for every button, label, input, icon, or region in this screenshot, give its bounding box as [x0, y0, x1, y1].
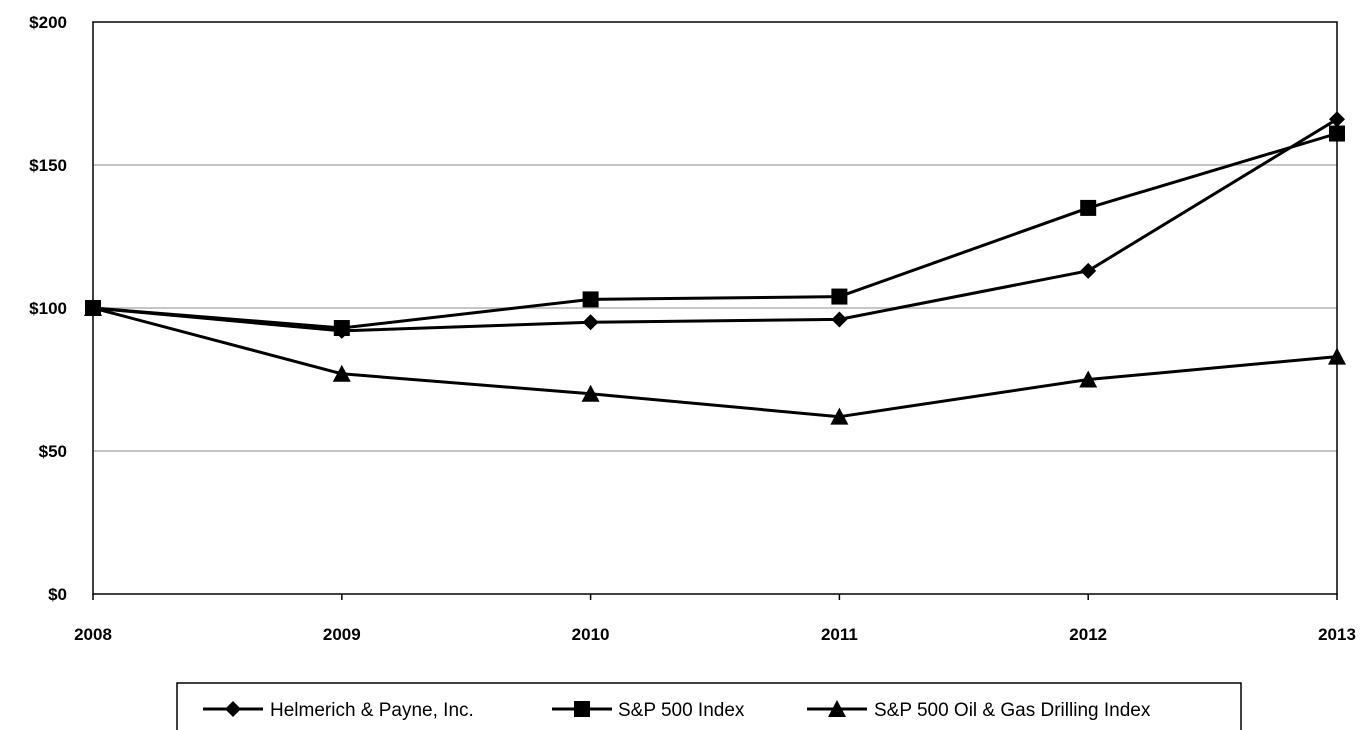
x-axis-tick-labels: 2008 2009 2010 2011 2012 2013: [74, 594, 1356, 644]
series-line-square: [92, 132, 1338, 330]
legend-label-oilgas: S&P 500 Oil & Gas Drilling Index: [874, 700, 1151, 721]
y-tick-label: $200: [29, 13, 67, 32]
data-point-diamond-2012: [1080, 262, 1097, 279]
y-tick-label: $0: [48, 585, 67, 604]
x-tick-label: 2010: [572, 625, 610, 644]
y-axis-tick-labels: $0 $50 $100 $150 $200: [29, 13, 67, 604]
legend-box: [176, 682, 1242, 730]
data-point-triangle-2011: [830, 407, 849, 425]
legend-item-sp500: S&P 500 Index: [552, 700, 745, 721]
x-tick-label: 2013: [1318, 625, 1356, 644]
legend: Helmerich & Payne, Inc. S&P 500 Index S&…: [176, 682, 1242, 730]
legend-label-helmerich: Helmerich & Payne, Inc.: [270, 700, 474, 721]
data-point-square-2010: [582, 291, 599, 308]
data-point-triangle-2012: [1079, 370, 1098, 388]
y-tick-label: $150: [29, 156, 67, 175]
data-point-triangle-2009: [332, 364, 351, 382]
square-marker-icon: [574, 701, 590, 717]
data-point-diamond-2010: [582, 314, 599, 331]
gridlines: [93, 164, 1337, 452]
data-point-triangle-2010: [581, 384, 600, 402]
diamond-marker-icon: [225, 701, 241, 717]
series-group: [84, 111, 1346, 425]
legend-item-oilgas: S&P 500 Oil & Gas Drilling Index: [807, 700, 1151, 721]
data-point-triangle-2008: [84, 299, 102, 316]
legend-item-helmerich: Helmerich & Payne, Inc.: [203, 700, 474, 721]
data-point-square-2012: [1080, 199, 1097, 216]
y-tick-label: $50: [39, 442, 67, 461]
x-tick-label: 2008: [74, 625, 112, 644]
legend-label-sp500: S&P 500 Index: [618, 700, 745, 721]
data-point-square-2011: [831, 288, 848, 305]
data-point-square-2013: [1329, 125, 1345, 142]
y-tick-label: $100: [29, 299, 67, 318]
data-point-triangle-2013: [1328, 347, 1346, 365]
data-point-square-2009: [333, 320, 350, 337]
data-point-diamond-2013: [1329, 111, 1345, 128]
x-tick-label: 2011: [821, 625, 858, 644]
x-tick-label: 2009: [323, 625, 361, 644]
series-line-triangle: [92, 306, 1338, 419]
series-line-diamond: [92, 117, 1338, 333]
triangle-marker-icon: [828, 700, 846, 717]
x-tick-label: 2012: [1069, 625, 1107, 644]
data-point-diamond-2011: [831, 311, 848, 328]
